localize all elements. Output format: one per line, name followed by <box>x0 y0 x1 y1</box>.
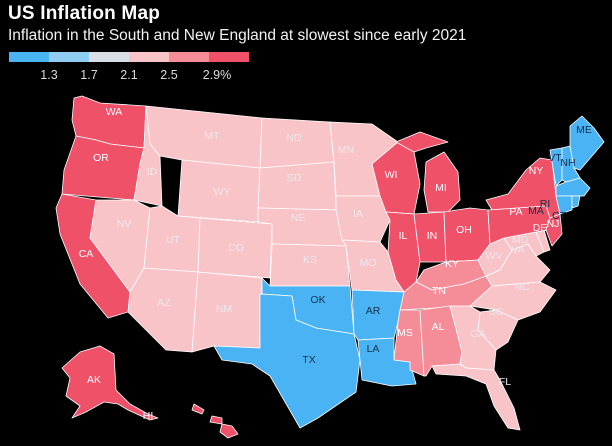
label-ky: KY <box>444 258 460 270</box>
state-ri[interactable] <box>571 195 581 209</box>
label-mi: MI <box>435 182 447 194</box>
label-tn: TN <box>432 285 446 297</box>
label-hi: HI <box>142 410 154 422</box>
label-ok: OK <box>310 294 326 306</box>
label-ca: CA <box>78 248 94 260</box>
state-ct[interactable] <box>555 195 573 215</box>
label-sc: SC <box>488 306 504 318</box>
label-ne: NE <box>290 212 306 224</box>
label-or: OR <box>93 152 109 164</box>
label-nm: NM <box>215 303 233 315</box>
state-sd[interactable] <box>257 161 337 211</box>
legend-swatch-5 <box>169 52 209 62</box>
label-oh: OH <box>456 224 472 236</box>
legend-tick-4: 2.5 <box>160 68 178 82</box>
label-ct: CT <box>552 210 566 222</box>
label-il: IL <box>398 230 408 242</box>
label-ks: KS <box>302 254 318 266</box>
state-pa[interactable] <box>487 205 551 245</box>
label-sd: SD <box>286 172 302 184</box>
label-mn: MN <box>337 144 355 156</box>
state-ms[interactable] <box>393 309 425 377</box>
label-pa: PA <box>509 206 523 218</box>
legend-tick-5: 2.9% <box>202 68 232 82</box>
legend-swatch-1 <box>9 52 49 62</box>
legend-swatch-2 <box>49 52 89 62</box>
map-title: US Inflation Map <box>8 3 161 24</box>
label-co: CO <box>228 242 244 254</box>
label-ri: RI <box>539 198 551 210</box>
label-ny: NY <box>528 165 544 177</box>
label-wi: WI <box>384 169 398 181</box>
state-ak[interactable] <box>61 345 159 421</box>
label-la: LA <box>366 343 380 355</box>
label-id: ID <box>146 166 158 178</box>
legend-swatch-3 <box>89 52 129 62</box>
label-ia: IA <box>353 208 363 220</box>
label-me: ME <box>576 124 592 136</box>
state-tx[interactable] <box>213 293 361 429</box>
map-subtitle: Inflation in the South and New England a… <box>8 27 467 44</box>
state-hi[interactable] <box>191 403 239 439</box>
label-ma: MA <box>528 205 544 217</box>
label-nd: ND <box>286 132 302 144</box>
label-wa: WA <box>105 106 123 118</box>
legend-swatch-4 <box>129 52 169 62</box>
legend: 1.3 1.7 2.1 2.5 2.9% <box>9 52 249 92</box>
label-vt: VT <box>548 152 562 164</box>
state-fl[interactable] <box>431 363 521 431</box>
label-wy: WY <box>213 186 231 198</box>
label-nh: NH <box>560 157 576 169</box>
label-ak: AK <box>86 374 102 386</box>
state-ga[interactable] <box>449 305 497 371</box>
label-de: DE <box>532 222 548 234</box>
legend-tick-1: 1.3 <box>40 68 58 82</box>
label-al: AL <box>431 321 445 333</box>
label-nv: NV <box>116 218 132 230</box>
label-in: IN <box>426 230 438 242</box>
label-ga: GA <box>470 328 486 340</box>
state-az[interactable] <box>127 267 199 353</box>
label-az: AZ <box>157 297 171 309</box>
legend-swatch-6 <box>209 52 249 62</box>
label-ms: MS <box>397 327 413 339</box>
label-fl: FL <box>498 376 512 388</box>
label-wv: WV <box>485 250 503 262</box>
label-nc: NC <box>514 281 530 293</box>
legend-tick-3: 2.1 <box>120 68 138 82</box>
legend-tick-2: 1.7 <box>80 68 98 82</box>
label-nj: NJ <box>546 218 560 230</box>
label-tx: TX <box>302 354 316 366</box>
state-id[interactable] <box>133 105 163 207</box>
label-mo: MO <box>359 257 377 269</box>
state-nj[interactable] <box>545 213 563 247</box>
label-mt: MT <box>204 130 220 142</box>
label-va: VA <box>511 244 525 256</box>
label-md: MD <box>511 234 529 246</box>
state-mi[interactable] <box>395 131 461 213</box>
state-me[interactable] <box>569 115 605 171</box>
state-la[interactable] <box>357 337 417 387</box>
state-ia[interactable] <box>335 195 391 243</box>
label-ar: AR <box>365 305 381 317</box>
label-ut: UT <box>166 234 180 246</box>
